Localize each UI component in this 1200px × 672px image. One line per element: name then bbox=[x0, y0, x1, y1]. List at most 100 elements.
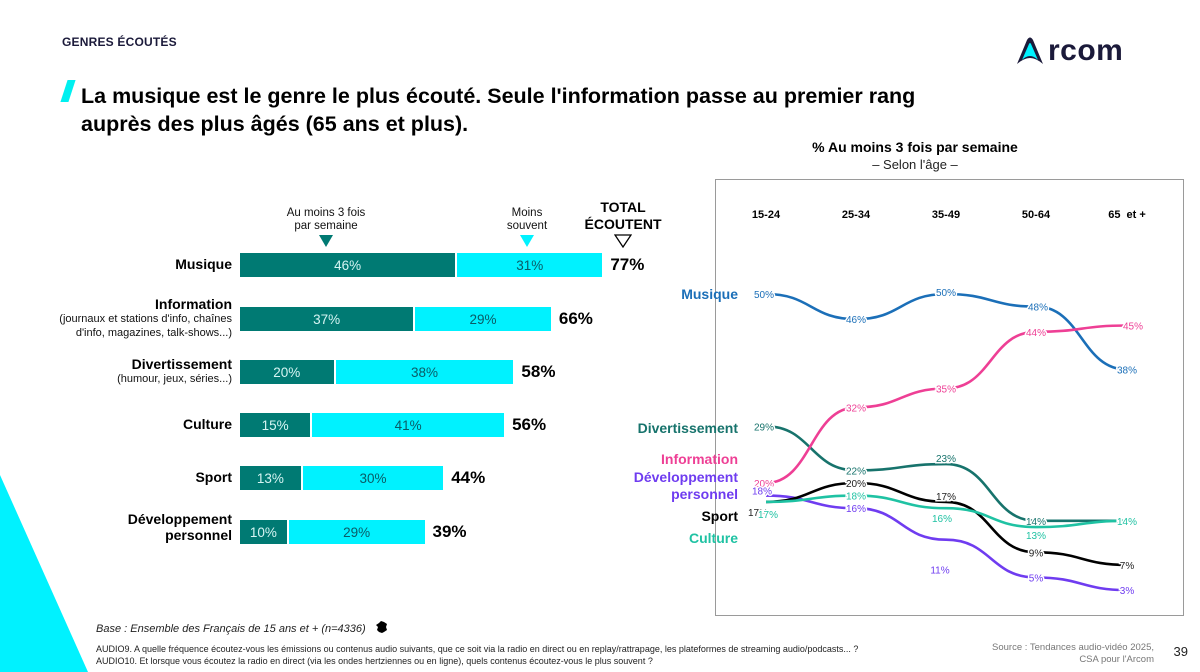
data-label-information: 32% bbox=[846, 403, 866, 414]
series-sport: 17% 20% 17% 9% 7% bbox=[746, 478, 1135, 574]
bar-category-name: Sport bbox=[195, 469, 232, 485]
bar-segment-less-often: 29% bbox=[288, 520, 425, 544]
bar-segment-at-least-3: 37% bbox=[240, 307, 416, 331]
data-label-sport: 9% bbox=[1029, 548, 1044, 559]
france-map-icon bbox=[375, 621, 387, 633]
bar-category-label: Information (journaux et stations d'info,… bbox=[59, 296, 232, 340]
series-divertissement: 29%22%23%14% 14% bbox=[752, 421, 1138, 530]
bar-total-label: 58% bbox=[521, 362, 556, 381]
data-label-sport: 17% bbox=[748, 508, 768, 519]
bar-category-name: Divertissement bbox=[131, 356, 232, 372]
line-chart-subtitle: – Selon l'âge – bbox=[872, 157, 958, 172]
series-label-developpement: Développement personnel bbox=[634, 469, 738, 503]
legend-at-least-3: Au moins 3 fois par semaine bbox=[268, 207, 384, 251]
headline-line-1: La musique est le genre le plus écouté. … bbox=[81, 84, 916, 108]
stacked-bar: 37% 29% 66% bbox=[240, 307, 593, 331]
triangle-down-outline-icon bbox=[613, 234, 633, 249]
data-label-divertissement: 22% bbox=[846, 466, 866, 477]
data-label-information: 45% bbox=[1123, 322, 1143, 333]
data-label-culture: 18% bbox=[846, 492, 866, 503]
legend-at-least-3-text: Au moins 3 fois par semaine bbox=[286, 207, 366, 232]
series-label-culture: Culture bbox=[689, 530, 738, 547]
bar-total-label: 44% bbox=[451, 468, 486, 487]
stacked-bar: 15% 41% 56% bbox=[240, 413, 546, 437]
stacked-bar: 46% 31% 77% bbox=[240, 253, 644, 277]
base-note-text: Base : Ensemble des Français de 15 ans e… bbox=[96, 623, 366, 635]
series-label-information: Information bbox=[661, 451, 738, 468]
page-number: 39 bbox=[1173, 644, 1188, 659]
data-label-sport: 7% bbox=[1120, 561, 1135, 572]
age-tick-label: 35-49 bbox=[931, 209, 961, 221]
series-musique: 50% 46% 50% 48% 38% bbox=[752, 287, 1138, 379]
bar-category-label: Musique bbox=[175, 256, 232, 272]
source-line-2: CSA pour l'Arcom bbox=[1079, 654, 1154, 665]
bar-segment-at-least-3: 46% bbox=[240, 253, 458, 277]
data-label-culture: 17% bbox=[758, 510, 778, 521]
line-sport bbox=[765, 481, 1128, 567]
data-label-developpement: 18% bbox=[752, 487, 772, 498]
series-label-text: Développement bbox=[633, 469, 738, 485]
decorative-cyan-triangle bbox=[0, 475, 88, 672]
bar-category-name: Développement bbox=[127, 511, 232, 527]
triangle-down-cyan-icon bbox=[520, 235, 534, 247]
base-note: Base : Ensemble des Français de 15 ans e… bbox=[96, 620, 389, 635]
bar-category-name: Culture bbox=[183, 416, 232, 432]
question-audio10: AUDIO10. Et lorsque vous écoutez la radi… bbox=[96, 656, 653, 666]
bar-category-label: Divertissement (humour, jeux, séries...) bbox=[117, 356, 232, 386]
data-label-divertissement: 14% bbox=[1117, 517, 1137, 528]
data-label-information: 35% bbox=[936, 385, 956, 396]
question-audio9: AUDIO9. A quelle fréquence écoutez-vous … bbox=[96, 644, 859, 654]
line-chart-frame bbox=[715, 179, 1184, 616]
page-title: La musique est le genre le plus écouté. … bbox=[81, 82, 1041, 138]
bar-total-label: 66% bbox=[558, 309, 593, 328]
series-label-sport: Sport bbox=[701, 508, 738, 525]
bar-category-label: Culture bbox=[183, 416, 232, 432]
bar-total-label: 39% bbox=[432, 522, 467, 541]
data-label-developpement: 16% bbox=[846, 504, 866, 515]
line-musique bbox=[765, 292, 1128, 371]
bar-segment-less-often: 41% bbox=[312, 413, 505, 437]
legend-total-line1: TOTAL bbox=[600, 199, 646, 215]
series-developpement: 18%16%11%5%3% bbox=[750, 485, 1135, 598]
stacked-bar: 13% 30% 44% bbox=[240, 466, 485, 490]
data-label-musique: 50% bbox=[936, 288, 956, 299]
legend-less-often-text: Moins souvent bbox=[506, 207, 548, 232]
data-label-information: 44% bbox=[1026, 328, 1046, 339]
data-label-musique: 46% bbox=[846, 315, 866, 326]
bar-segment-at-least-3: 15% bbox=[240, 413, 313, 437]
data-label-divertissement: 29% bbox=[754, 422, 774, 433]
age-tick-label: 50-64 bbox=[1021, 209, 1051, 221]
bar-segment-less-often: 29% bbox=[415, 307, 551, 331]
bar-total-label: 56% bbox=[512, 415, 547, 434]
series-label-text: Information bbox=[661, 451, 738, 467]
age-tick-label: 15-24 bbox=[751, 209, 781, 221]
legend-total: TOTAL ÉCOUTENT bbox=[579, 199, 667, 252]
data-label-musique: 38% bbox=[1117, 366, 1137, 377]
source-note: Source : Tendances audio-vidéo 2025, CSA… bbox=[992, 642, 1154, 666]
age-tick-label: 25-34 bbox=[841, 209, 871, 221]
series-label-text: Musique bbox=[681, 286, 738, 302]
data-label-musique: 48% bbox=[1028, 303, 1048, 314]
data-label-culture: 13% bbox=[1026, 531, 1046, 542]
line-divertissement bbox=[765, 425, 1127, 523]
series-label-divertissement: Divertissement bbox=[638, 420, 738, 437]
bar-segment-less-often: 30% bbox=[302, 466, 444, 490]
series-label-text: personnel bbox=[671, 486, 738, 502]
line-developpement bbox=[765, 494, 1128, 592]
data-label-developpement: 11% bbox=[930, 566, 949, 577]
series-information: 20% 32% 35% 44% 45% bbox=[752, 320, 1144, 492]
series-label-text: Culture bbox=[689, 530, 738, 546]
data-label-divertissement: 23% bbox=[936, 454, 956, 465]
arcom-logo: rcom bbox=[1014, 34, 1123, 68]
series-label-musique: Musique bbox=[681, 286, 738, 303]
data-label-musique: 50% bbox=[754, 290, 774, 301]
arcom-a-icon bbox=[1017, 37, 1043, 64]
data-label-culture: 14% bbox=[1117, 517, 1137, 528]
legend-total-line2: ÉCOUTENT bbox=[584, 216, 662, 232]
source-line-1: Source : Tendances audio-vidéo 2025, bbox=[992, 642, 1154, 653]
data-label-sport: 17% bbox=[936, 492, 956, 503]
data-label-developpement: 5% bbox=[1029, 574, 1044, 585]
bar-total-label: 77% bbox=[610, 255, 645, 274]
bar-category-label: Développement personnel bbox=[128, 511, 232, 543]
data-label-culture: 16% bbox=[932, 514, 952, 525]
